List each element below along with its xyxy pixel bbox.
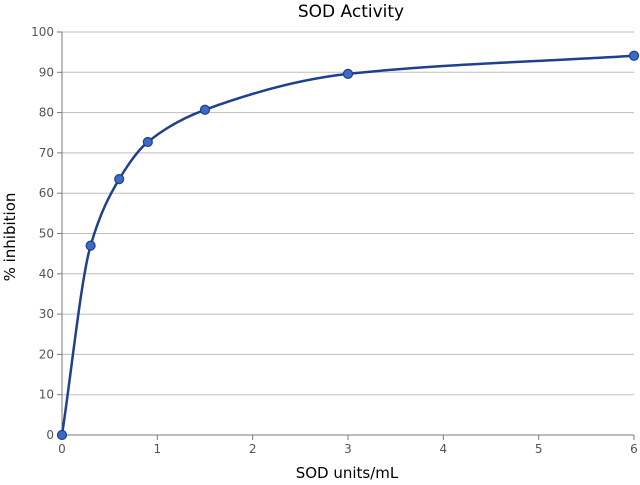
y-tick-label: 90 — [39, 65, 54, 79]
y-tick-label: 70 — [39, 146, 54, 160]
x-tick-label: 4 — [440, 442, 448, 456]
y-tick-label: 10 — [39, 388, 54, 402]
y-tick-label: 0 — [46, 428, 54, 442]
y-tick-label: 50 — [39, 227, 54, 241]
y-tick-label: 40 — [39, 267, 54, 281]
gridlines — [62, 31, 634, 396]
x-tick-label: 5 — [535, 442, 543, 456]
data-point — [142, 136, 153, 148]
y-tick-label: 30 — [39, 307, 54, 321]
x-tick-label: 3 — [344, 442, 352, 456]
y-tick-label: 100 — [31, 25, 54, 39]
data-point — [342, 68, 354, 80]
series-line — [60, 54, 635, 436]
y-tick-label: 60 — [39, 186, 54, 200]
y-axis-label: % inhibition — [1, 193, 19, 282]
data-point — [199, 104, 211, 115]
data-series — [56, 50, 640, 441]
data-point — [628, 50, 640, 61]
x-axis-label: SOD units/mL — [296, 464, 399, 482]
x-tick-label: 1 — [154, 442, 162, 456]
x-tick-label: 2 — [249, 442, 257, 456]
tick-labels: 0 10 20 30 40 50 60 70 80 90 100 0 1 2 3 4 5 6 — [31, 25, 638, 456]
x-tick-label: 0 — [58, 442, 66, 456]
axes — [57, 31, 635, 440]
chart-title: SOD Activity — [298, 2, 404, 22]
y-tick-label: 20 — [39, 347, 54, 361]
data-point — [56, 429, 68, 441]
x-tick-label: 6 — [630, 442, 638, 456]
data-point — [114, 173, 125, 185]
data-point — [85, 240, 96, 251]
y-tick-label: 80 — [39, 106, 54, 120]
